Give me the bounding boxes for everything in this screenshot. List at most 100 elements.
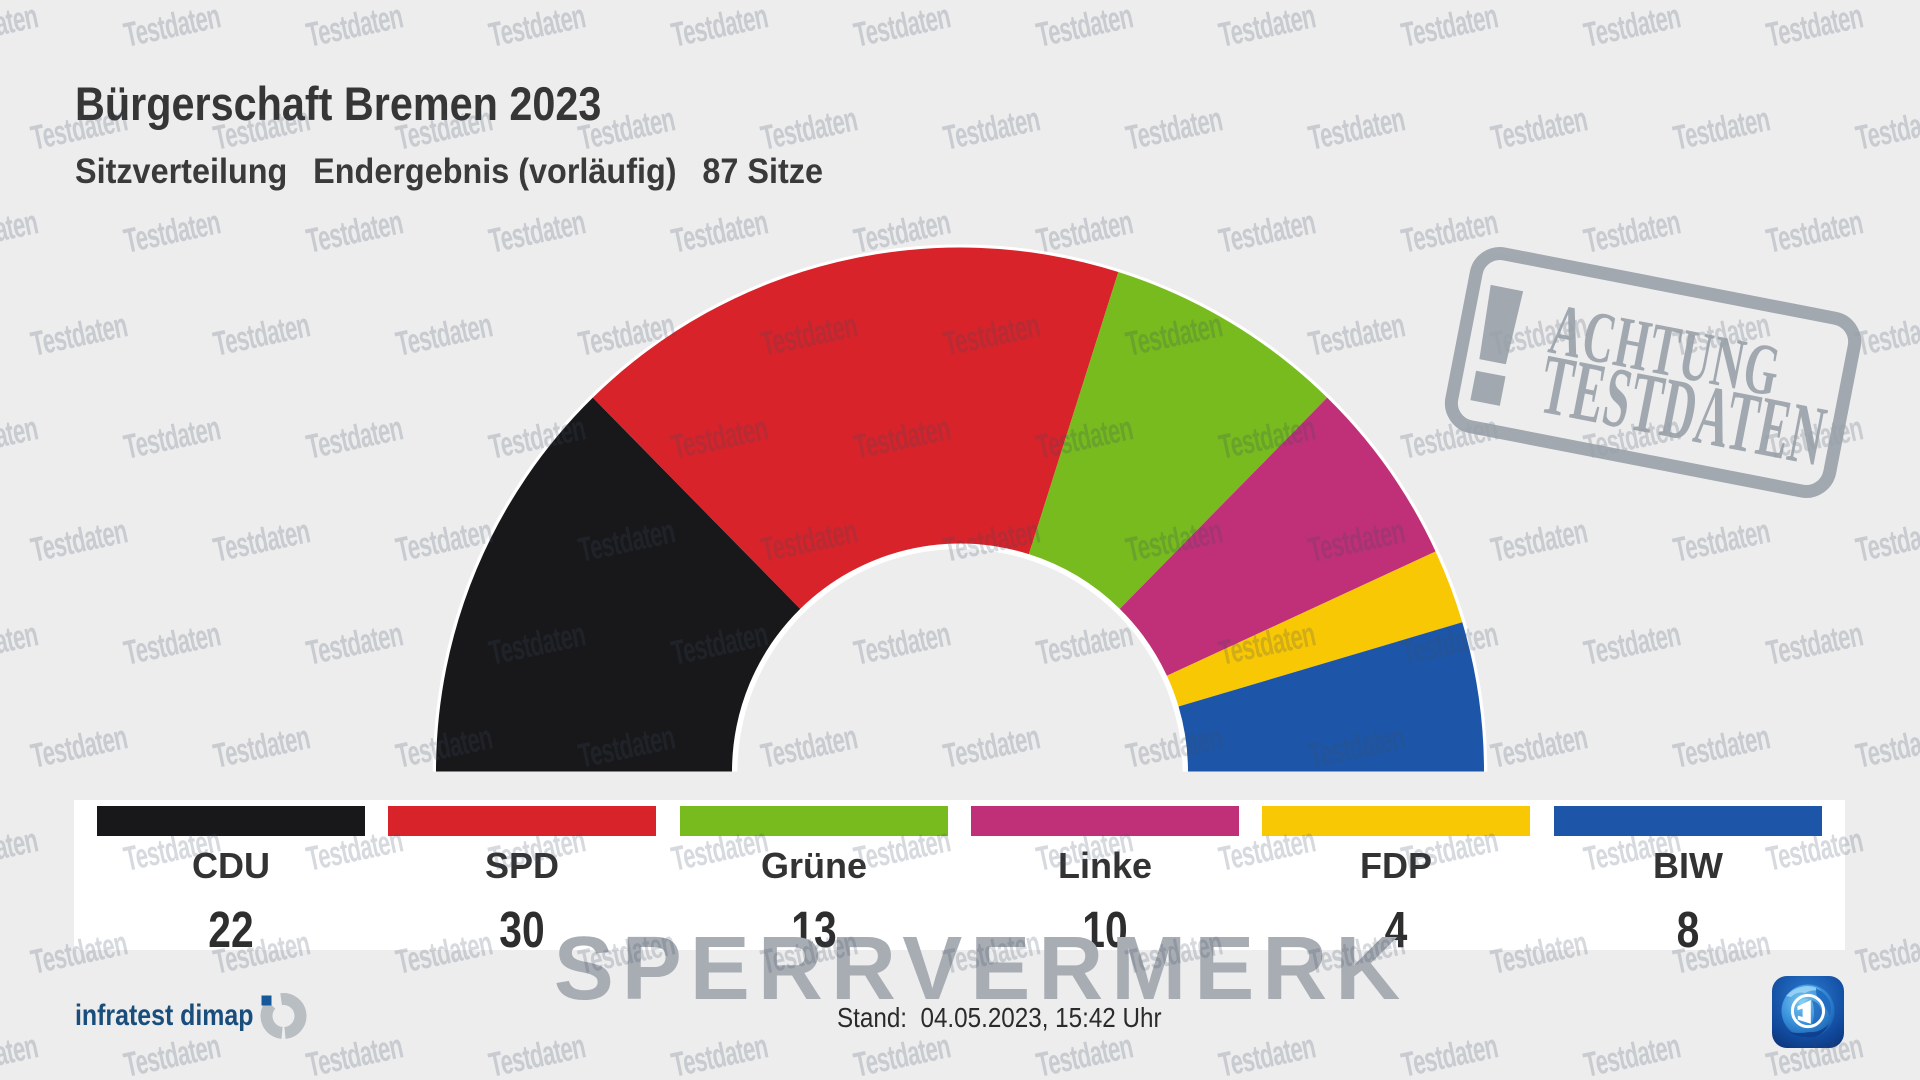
svg-text:Testdaten: Testdaten	[940, 101, 1043, 158]
svg-text:Testdaten: Testdaten	[210, 307, 313, 364]
svg-text:Testdaten: Testdaten	[758, 719, 861, 776]
svg-text:Testdaten: Testdaten	[28, 925, 131, 982]
svg-text:Testdaten: Testdaten	[1123, 307, 1226, 364]
svg-text:Testdaten: Testdaten	[1398, 616, 1501, 673]
svg-text:Testdaten: Testdaten	[1398, 0, 1501, 55]
svg-text:Testdaten: Testdaten	[393, 513, 496, 570]
svg-text:Testdaten: Testdaten	[1581, 1028, 1684, 1080]
svg-text:Testdaten: Testdaten	[210, 513, 313, 570]
svg-text:Testdaten: Testdaten	[668, 204, 771, 261]
svg-text:Testdaten: Testdaten	[575, 513, 678, 570]
svg-text:Testdaten: Testdaten	[1763, 822, 1866, 879]
svg-text:Testdaten: Testdaten	[303, 204, 406, 261]
svg-text:Testdaten: Testdaten	[28, 307, 131, 364]
svg-text:Testdaten: Testdaten	[758, 307, 861, 364]
svg-text:Testdaten: Testdaten	[1216, 616, 1319, 673]
svg-text:Testdaten: Testdaten	[121, 204, 224, 261]
svg-text:Testdaten: Testdaten	[1398, 822, 1501, 879]
svg-text:Testdaten: Testdaten	[121, 822, 224, 879]
svg-text:Testdaten: Testdaten	[1123, 101, 1226, 158]
svg-text:Testdaten: Testdaten	[393, 719, 496, 776]
svg-text:Testdaten: Testdaten	[121, 1028, 224, 1080]
svg-text:Testdaten: Testdaten	[121, 616, 224, 673]
svg-text:Testdaten: Testdaten	[1670, 925, 1773, 982]
svg-text:Testdaten: Testdaten	[668, 410, 771, 467]
svg-text:Testdaten: Testdaten	[1033, 410, 1136, 467]
svg-text:Testdaten: Testdaten	[668, 616, 771, 673]
svg-text:Testdaten: Testdaten	[1033, 204, 1136, 261]
svg-text:Testdaten: Testdaten	[940, 307, 1043, 364]
svg-text:Testdaten: Testdaten	[758, 101, 861, 158]
svg-text:Testdaten: Testdaten	[1033, 0, 1136, 55]
svg-text:Testdaten: Testdaten	[1033, 1028, 1136, 1080]
svg-text:Testdaten: Testdaten	[851, 204, 954, 261]
svg-text:Testdaten: Testdaten	[1853, 925, 1920, 982]
svg-text:Testdaten: Testdaten	[210, 925, 313, 982]
svg-text:Testdaten: Testdaten	[486, 204, 589, 261]
svg-text:Testdaten: Testdaten	[0, 204, 41, 261]
svg-text:Testdaten: Testdaten	[1670, 719, 1773, 776]
svg-text:Testdaten: Testdaten	[851, 822, 954, 879]
svg-text:Testdaten: Testdaten	[486, 1028, 589, 1080]
svg-text:Testdaten: Testdaten	[303, 410, 406, 467]
svg-text:Testdaten: Testdaten	[575, 925, 678, 982]
svg-text:Testdaten: Testdaten	[210, 101, 313, 158]
svg-text:Testdaten: Testdaten	[303, 0, 406, 55]
svg-text:Testdaten: Testdaten	[1763, 1028, 1866, 1080]
svg-text:Testdaten: Testdaten	[1763, 616, 1866, 673]
svg-text:Testdaten: Testdaten	[0, 410, 41, 467]
svg-text:Testdaten: Testdaten	[851, 1028, 954, 1080]
svg-text:Testdaten: Testdaten	[121, 410, 224, 467]
svg-text:Testdaten: Testdaten	[121, 0, 224, 55]
svg-text:Testdaten: Testdaten	[1853, 101, 1920, 158]
svg-text:Testdaten: Testdaten	[1033, 822, 1136, 879]
svg-text:Testdaten: Testdaten	[940, 513, 1043, 570]
svg-text:Testdaten: Testdaten	[1123, 719, 1226, 776]
svg-text:Testdaten: Testdaten	[851, 410, 954, 467]
svg-text:Testdaten: Testdaten	[1033, 616, 1136, 673]
svg-text:Testdaten: Testdaten	[1488, 719, 1591, 776]
svg-text:Testdaten: Testdaten	[486, 616, 589, 673]
svg-text:Testdaten: Testdaten	[758, 925, 861, 982]
svg-text:Testdaten: Testdaten	[940, 925, 1043, 982]
svg-text:Testdaten: Testdaten	[303, 1028, 406, 1080]
svg-text:Testdaten: Testdaten	[940, 719, 1043, 776]
svg-text:Testdaten: Testdaten	[0, 1028, 41, 1080]
svg-text:Testdaten: Testdaten	[1670, 101, 1773, 158]
svg-text:Testdaten: Testdaten	[1305, 719, 1408, 776]
svg-text:Testdaten: Testdaten	[575, 719, 678, 776]
svg-text:Testdaten: Testdaten	[1123, 513, 1226, 570]
svg-text:Testdaten: Testdaten	[1581, 616, 1684, 673]
svg-text:Testdaten: Testdaten	[668, 0, 771, 55]
svg-text:Testdaten: Testdaten	[28, 101, 131, 158]
svg-text:Testdaten: Testdaten	[1216, 1028, 1319, 1080]
svg-text:Testdaten: Testdaten	[851, 0, 954, 55]
svg-text:Testdaten: Testdaten	[0, 822, 41, 879]
svg-text:Testdaten: Testdaten	[851, 616, 954, 673]
svg-text:Testdaten: Testdaten	[1398, 1028, 1501, 1080]
svg-text:Testdaten: Testdaten	[1581, 822, 1684, 879]
svg-text:Testdaten: Testdaten	[668, 822, 771, 879]
svg-text:Testdaten: Testdaten	[1488, 925, 1591, 982]
svg-text:Testdaten: Testdaten	[486, 0, 589, 55]
svg-text:Testdaten: Testdaten	[575, 101, 678, 158]
svg-text:Testdaten: Testdaten	[0, 616, 41, 673]
svg-text:Testdaten: Testdaten	[393, 101, 496, 158]
svg-text:Testdaten: Testdaten	[486, 410, 589, 467]
svg-text:Testdaten: Testdaten	[1488, 101, 1591, 158]
svg-text:Testdaten: Testdaten	[1305, 513, 1408, 570]
svg-text:Testdaten: Testdaten	[28, 513, 131, 570]
svg-text:Testdaten: Testdaten	[1853, 719, 1920, 776]
svg-text:Testdaten: Testdaten	[1305, 307, 1408, 364]
svg-text:Testdaten: Testdaten	[393, 925, 496, 982]
svg-text:Testdaten: Testdaten	[1216, 204, 1319, 261]
svg-text:Testdaten: Testdaten	[668, 1028, 771, 1080]
svg-text:Testdaten: Testdaten	[575, 307, 678, 364]
svg-text:Testdaten: Testdaten	[393, 307, 496, 364]
svg-text:Testdaten: Testdaten	[1216, 0, 1319, 55]
svg-text:Testdaten: Testdaten	[1216, 822, 1319, 879]
svg-text:Testdaten: Testdaten	[28, 719, 131, 776]
svg-text:Testdaten: Testdaten	[486, 822, 589, 879]
svg-text:Testdaten: Testdaten	[210, 719, 313, 776]
svg-text:Testdaten: Testdaten	[758, 513, 861, 570]
